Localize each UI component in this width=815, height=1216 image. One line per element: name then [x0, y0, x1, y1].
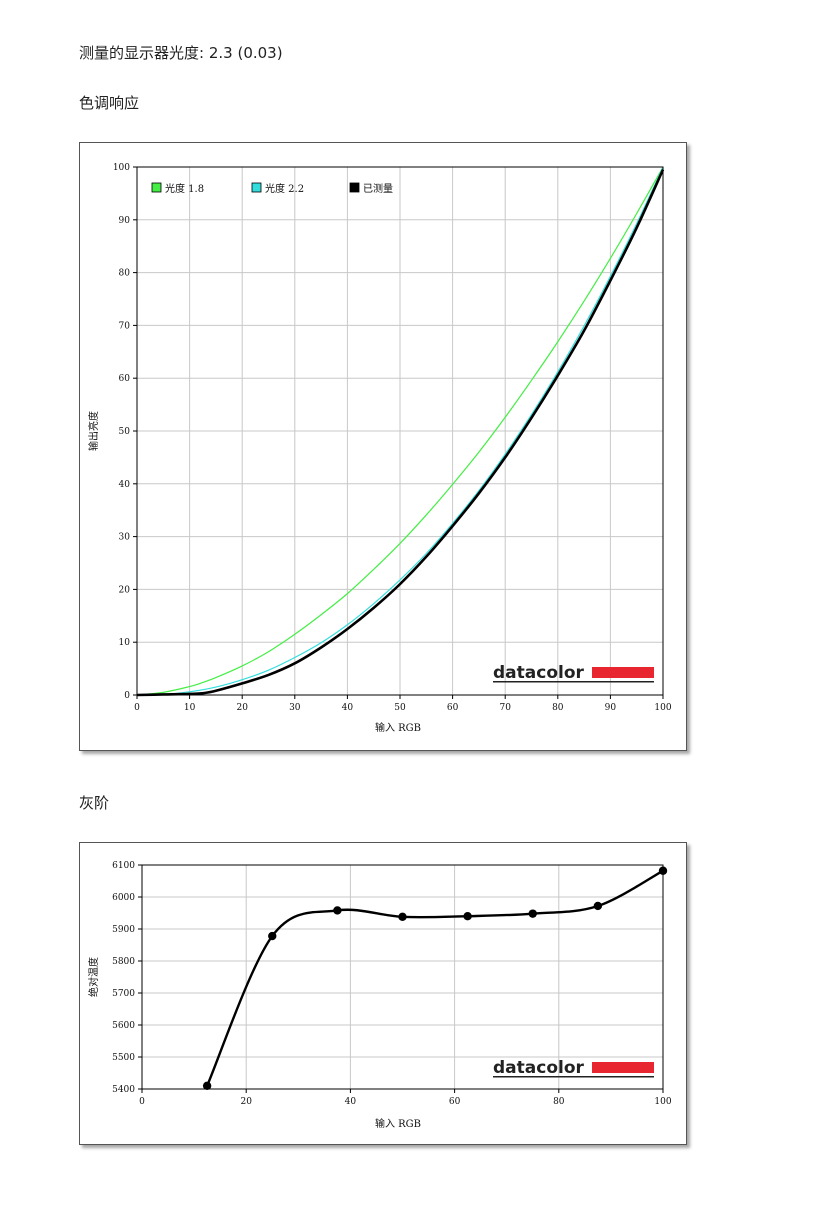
y-tick-label: 5900	[112, 925, 135, 935]
tone-response-plot: 0 10 20 30 40 50 60 70 80 90 100 0 10 20 30 40 50 60 70 80 9…	[87, 163, 672, 734]
x-tick-label: 80	[552, 703, 564, 713]
x-axis-title: 输入 RGB	[375, 721, 421, 734]
datacolor-logo: datacolor	[493, 1058, 654, 1078]
legend-swatch	[349, 182, 360, 193]
y-tick-label: 80	[119, 269, 131, 279]
tone-response-title: 色调响应	[79, 94, 140, 112]
grayscale-chart: 0 20 40 60 80 100 5400 5500 5600 5700 5800 5900 6000…	[79, 842, 687, 1145]
y-tick-label: 10	[119, 638, 131, 648]
x-tick-label: 20	[240, 1097, 252, 1107]
x-tick-label: 70	[499, 703, 511, 713]
series-line-2	[136, 169, 665, 697]
y-tick-label: 5700	[112, 989, 135, 999]
data-point	[202, 1081, 212, 1090]
series-line-1	[136, 166, 664, 696]
data-point	[593, 901, 603, 911]
series-line-0	[136, 166, 664, 696]
data-point	[528, 909, 537, 918]
x-tick-label: 0	[134, 703, 140, 713]
x-tick-label: 50	[394, 703, 406, 713]
y-tick-label: 5400	[112, 1085, 135, 1095]
y-tick-label: 60	[119, 374, 131, 384]
legend-label: 光度 1.8	[165, 182, 204, 195]
logo-underline	[493, 681, 654, 683]
data-point	[463, 912, 472, 921]
data-point	[333, 906, 342, 915]
series-lines	[136, 166, 665, 697]
y-axis-title: 绝对温度	[87, 957, 100, 997]
x-tick-label: 90	[605, 703, 617, 713]
y-tick-label: 70	[119, 321, 131, 331]
x-tick-label: 30	[289, 703, 301, 713]
y-tick-label: 6100	[112, 861, 135, 871]
y-tick-label: 0	[124, 691, 130, 701]
x-tick-label: 40	[342, 703, 354, 713]
y-tick-label: 5500	[112, 1053, 135, 1063]
y-tick-label: 40	[119, 480, 131, 490]
grayscale-title: 灰阶	[79, 794, 110, 812]
grayscale-plot: 0 20 40 60 80 100 5400 5500 5600 5700 5800 5900 6000…	[87, 861, 672, 1130]
data-point	[398, 912, 407, 922]
logo-bar	[592, 667, 654, 678]
y-tick-label: 50	[119, 427, 131, 437]
x-tick-label: 0	[139, 1097, 145, 1107]
x-tick-label: 80	[553, 1097, 565, 1107]
series-line-0	[206, 869, 664, 1087]
tone-response-chart: 0 10 20 30 40 50 60 70 80 90 100 0 10 20 30 40 50 60 70 80 9…	[79, 142, 687, 751]
legend-label: 已测量	[363, 182, 393, 195]
datacolor-logo: datacolor	[493, 663, 654, 683]
x-tick-label: 60	[449, 1097, 461, 1107]
y-tick-label: 30	[119, 533, 131, 543]
grid	[136, 166, 664, 696]
logo-text: datacolor	[493, 1058, 585, 1078]
x-axis-title: 输入 RGB	[375, 1117, 421, 1130]
logo-text: datacolor	[493, 663, 585, 683]
y-axis-title: 输出亮度	[87, 411, 100, 451]
y-tick-label: 5800	[112, 957, 135, 967]
y-tick-label: 20	[119, 585, 131, 595]
plot-frame	[136, 166, 664, 696]
gamma-label: 测量的显示器光度:	[79, 44, 205, 62]
y-tick-label: 6000	[112, 893, 135, 903]
y-tick-label: 5600	[112, 1021, 135, 1031]
legend-swatch	[251, 182, 262, 193]
legend: 光度 1.8 光度 2.2 已测量	[151, 182, 393, 195]
plot-frame	[141, 864, 664, 1090]
legend-swatch	[151, 182, 162, 193]
gamma-value: 2.3 (0.03)	[208, 44, 283, 62]
x-tick-label: 100	[654, 1097, 671, 1107]
x-tick-label: 40	[345, 1097, 357, 1107]
x-tick-label: 60	[447, 703, 459, 713]
x-tick-label: 10	[184, 703, 196, 713]
logo-underline	[493, 1076, 654, 1078]
y-tick-label: 100	[113, 163, 130, 173]
data-point	[268, 931, 277, 941]
logo-bar	[592, 1062, 654, 1073]
legend-label: 光度 2.2	[265, 182, 304, 195]
x-tick-label: 20	[236, 703, 248, 713]
gamma-readout: 测量的显示器光度: 2.3 (0.03)	[79, 42, 283, 63]
x-tick-label: 100	[654, 703, 671, 713]
grid	[141, 864, 664, 1090]
y-tick-label: 90	[119, 216, 131, 226]
tick-labels: 0 20 40 60 80 100 5400 5500 5600 5700 5800 5900 6000…	[112, 861, 672, 1107]
series-lines	[202, 866, 668, 1090]
tick-labels: 0 10 20 30 40 50 60 70 80 90 100 0 10 20 30 40 50 60 70 80 9…	[113, 163, 672, 713]
